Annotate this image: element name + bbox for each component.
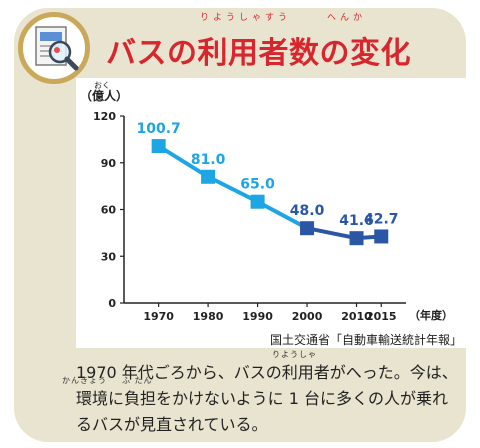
x-tick-label: 1970	[143, 310, 174, 323]
data-point	[300, 221, 315, 236]
x-tick-label: 1990	[242, 310, 273, 323]
chart-svg: おく （億人） （年度） 0 30 60 90 120 1970 1980 1990 2000 2…	[80, 81, 453, 323]
y-tick-label: 60	[101, 204, 117, 217]
description-line-2: 環境に負担をかけないように 1 台に多くの人が乗れ	[76, 389, 449, 408]
data-label: 41.6	[339, 213, 374, 229]
series-segment	[207, 174, 259, 204]
description-line-1: 1970 年代ごろから、バスの利用者がへった。今は、	[76, 363, 458, 382]
y-tick-label: 120	[93, 110, 116, 123]
chart-source: 国土交通省「自動車輸送統計年報」	[270, 333, 463, 347]
description-text: 1970 年代ごろから、バスの利用者がへった。今は、 環境に負担をかけないように…	[76, 360, 468, 438]
y-tick-label: 30	[101, 250, 117, 263]
x-axis-label: （年度）	[409, 308, 453, 322]
info-card: りようしゃすう へんか バスの利用者数の変化 おく （億人） （年度） 0 30 6…	[14, 8, 468, 442]
chart-title: バスの利用者数の変化	[106, 36, 411, 71]
series-segment	[157, 144, 210, 179]
data-point	[250, 194, 265, 209]
title-ruby-henka: へんか	[327, 13, 367, 23]
data-point	[349, 231, 364, 246]
chart-panel: おく （億人） （年度） 0 30 60 90 120 1970 1980 1990 2000 2…	[76, 78, 468, 348]
description-line-3: るバスが見直されている。	[76, 415, 268, 434]
y-axis-label-ruby: おく	[94, 81, 110, 90]
data-point	[151, 139, 166, 154]
ruby-kankyou: かんきょう	[62, 376, 107, 385]
x-tick-label: 2015	[366, 310, 397, 323]
magnifier-document-icon	[18, 12, 90, 84]
data-label: 100.7	[136, 121, 180, 137]
series-segment	[256, 199, 308, 230]
series-segment	[306, 226, 357, 241]
data-point	[374, 229, 389, 244]
y-tick-label: 90	[101, 157, 117, 170]
data-label: 65.0	[240, 177, 275, 193]
x-tick-label: 2010	[341, 310, 372, 323]
data-label: 42.7	[364, 211, 399, 227]
data-label: 48.0	[290, 203, 325, 219]
magnifier-document-svg	[35, 26, 79, 71]
title-ruby-riyousha: りようしゃすう	[200, 13, 292, 23]
data-label: 81.0	[191, 152, 226, 168]
ruby-futan: ふ たん	[122, 376, 153, 385]
ruby-riyousha: りようしゃ	[272, 350, 317, 359]
x-tick-label: 1980	[193, 310, 224, 323]
y-tick-label: 0	[108, 297, 116, 310]
x-tick-label: 2000	[292, 310, 323, 323]
data-point	[201, 169, 216, 184]
y-axis-label: （億人）	[80, 88, 128, 103]
